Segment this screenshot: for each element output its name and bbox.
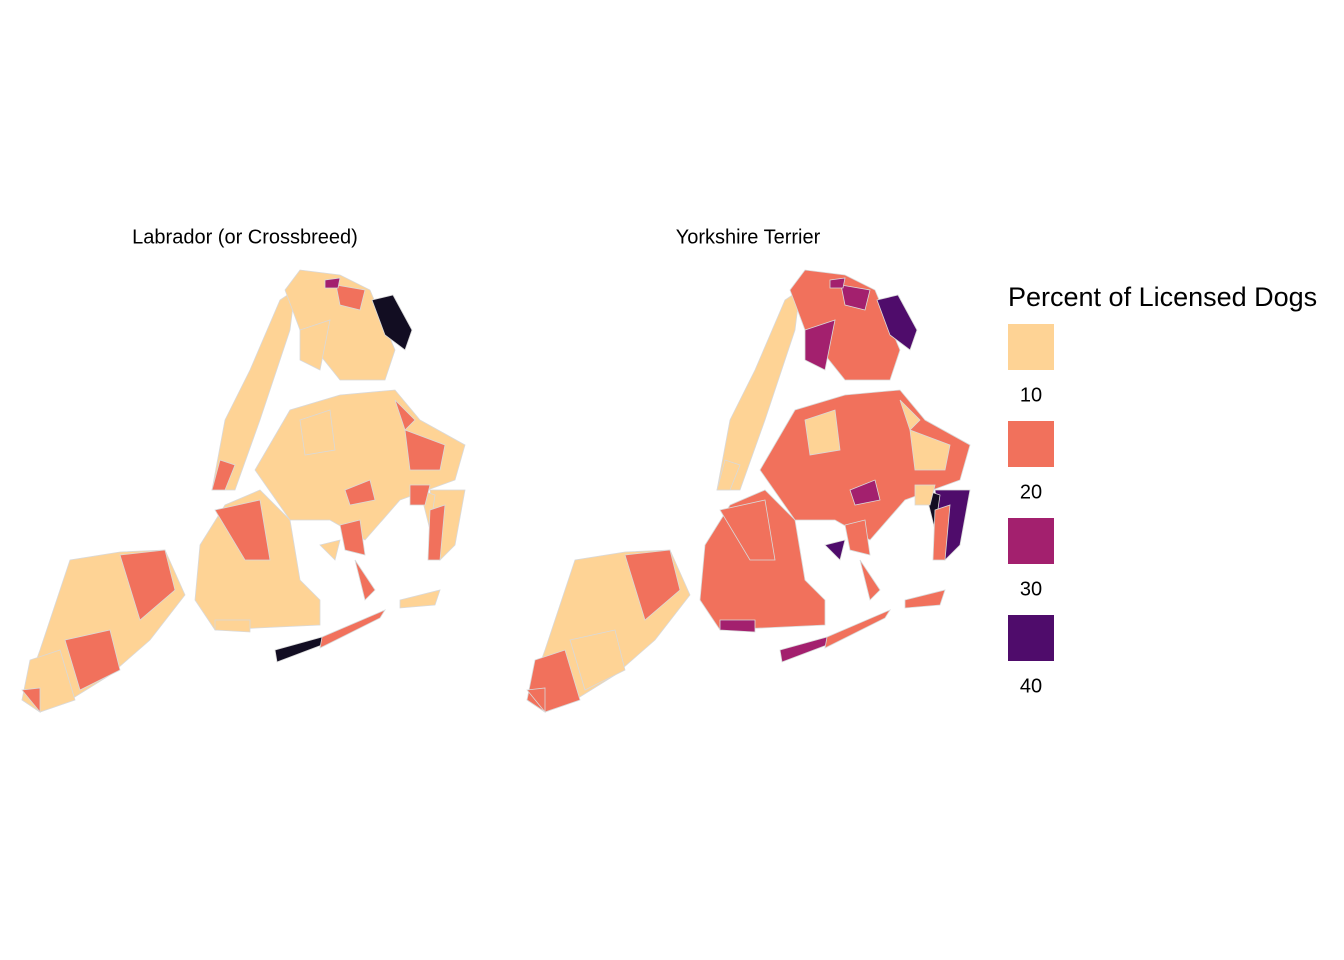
- map-area: [909, 429, 951, 471]
- map-area: [719, 619, 756, 633]
- legend-label: 10: [1020, 384, 1042, 406]
- map-area: [849, 479, 881, 506]
- map-area: [394, 399, 416, 431]
- map-area: [844, 519, 871, 556]
- legend-key: [1008, 518, 1054, 564]
- map-area: [371, 294, 413, 351]
- map-area: [904, 589, 946, 609]
- map-area: [211, 459, 236, 491]
- map-area: [319, 539, 341, 561]
- panel-title: Yorkshire Terrier: [676, 226, 821, 248]
- legend-title: Percent of Licensed Dogs: [1008, 282, 1317, 312]
- legend-label: 30: [1020, 578, 1042, 600]
- map-area: [914, 484, 936, 506]
- legend-key: [1008, 324, 1054, 370]
- legend-label: 20: [1020, 481, 1042, 503]
- map-area: [339, 519, 366, 556]
- map-area: [569, 629, 626, 691]
- map-area: [840, 284, 871, 311]
- map-area: [274, 636, 323, 663]
- map-area: [299, 319, 331, 371]
- map-area: [21, 687, 41, 714]
- map-area: [335, 284, 366, 311]
- legend-key: [1008, 615, 1054, 661]
- map-area: [876, 294, 918, 351]
- map-area: [344, 479, 376, 506]
- map-panel: [526, 269, 971, 714]
- map-area: [779, 636, 828, 663]
- map-area: [899, 399, 921, 431]
- map-area: [404, 429, 446, 471]
- legend-key: [1008, 421, 1054, 467]
- map-area: [824, 609, 892, 649]
- map-area: [399, 589, 441, 609]
- map-area: [214, 499, 271, 561]
- map-area: [214, 619, 251, 633]
- map-area: [804, 319, 836, 371]
- map-area: [932, 504, 951, 561]
- map-area: [804, 409, 841, 456]
- map-area: [427, 504, 446, 561]
- map-area: [299, 409, 336, 456]
- map-area: [319, 609, 387, 649]
- map-area: [719, 499, 776, 561]
- legend: 10 20 30 40: [1008, 324, 1054, 697]
- map-area: [324, 277, 341, 289]
- legend-label: 40: [1020, 675, 1042, 697]
- map-area: [354, 559, 376, 601]
- panel-title: Labrador (or Crossbreed): [132, 226, 358, 248]
- map-area: [824, 539, 846, 561]
- map-area: [829, 277, 846, 289]
- map-area: [119, 549, 176, 621]
- map-panel: [21, 269, 466, 714]
- map-area: [409, 484, 431, 506]
- map-area: [859, 559, 881, 601]
- map-area: [64, 629, 121, 691]
- map-area: [526, 687, 546, 714]
- map-area: [624, 549, 681, 621]
- map-area: [716, 459, 741, 491]
